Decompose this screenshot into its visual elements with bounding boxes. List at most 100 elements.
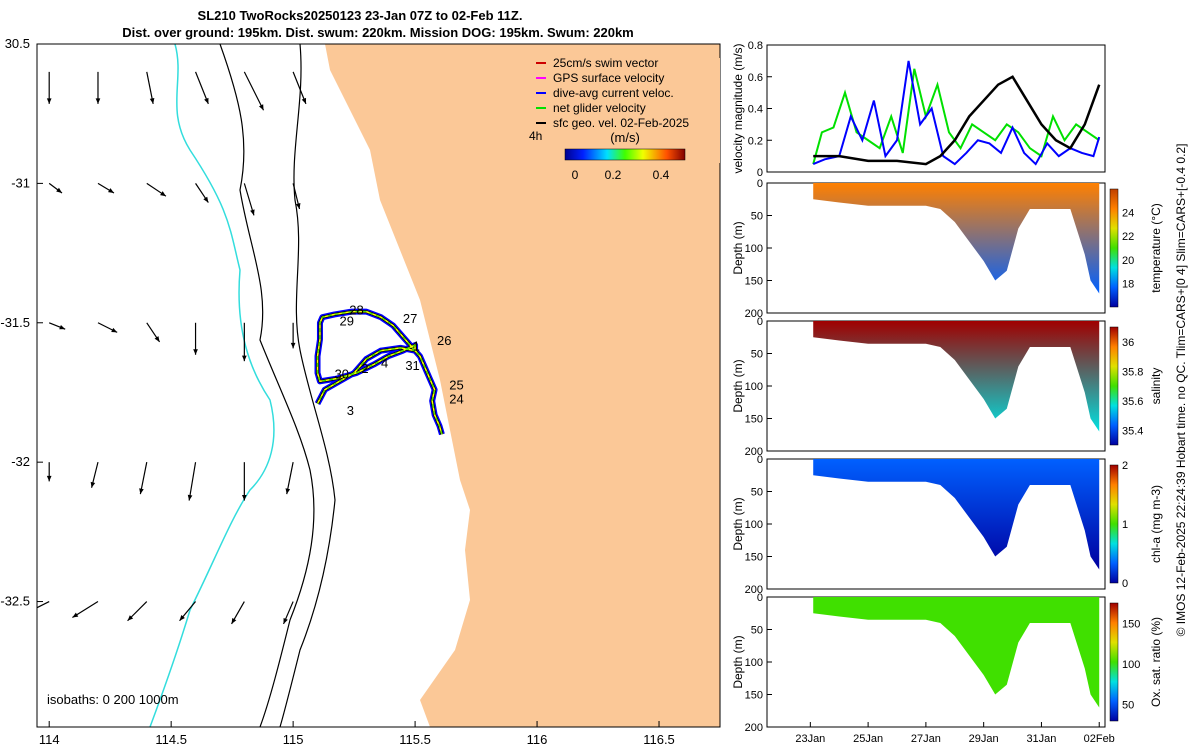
current-arrow-head <box>242 355 247 362</box>
isobath-1000 <box>279 44 336 727</box>
section-fill <box>813 597 1100 708</box>
colorbar-tick-label: 20 <box>1122 255 1134 267</box>
colorbar-tick-label: 1 <box>1122 519 1128 531</box>
map-xtick-label: 115 <box>283 732 304 747</box>
current-arrow-head <box>154 336 160 342</box>
current-arrow <box>231 601 245 625</box>
time-tick-label: 23Jan <box>795 733 825 745</box>
land-mass <box>325 44 720 727</box>
section-fill <box>813 459 1100 570</box>
day-label: 1 <box>413 339 420 354</box>
map-xtick-label: 114 <box>39 732 60 747</box>
velocity-series-line <box>813 75 1101 166</box>
current-arrow-head <box>285 488 291 495</box>
section-ytick-label: 100 <box>745 381 763 393</box>
section-ytick-label: 150 <box>745 552 763 564</box>
current-vectors <box>24 71 307 625</box>
current-arrow-head <box>108 188 114 193</box>
colorbar-label: chl-a (mg m-3) <box>1149 485 1163 563</box>
colorbar-tick-label: 0 <box>1122 578 1128 590</box>
colorbar-tick-label: 150 <box>1122 618 1140 630</box>
current-arrow <box>292 183 301 210</box>
map-ytick-label: -32 <box>11 454 30 469</box>
current-arrow-head <box>95 98 101 104</box>
colorbar-tick-label: 2 <box>1122 460 1128 472</box>
section-ylabel: Depth (m) <box>731 635 745 688</box>
current-arrow-head <box>139 488 144 495</box>
time-marker-label: 4h <box>529 129 542 143</box>
legend-entry-label: sfc geo. vel. 02-Feb-2025 <box>553 116 689 130</box>
current-arrow <box>146 71 155 104</box>
colorbar-tick-label: 0 <box>572 168 579 182</box>
current-arrow-head <box>187 494 193 501</box>
day-label: 27 <box>403 311 417 326</box>
section-ytick-label: 150 <box>745 690 763 702</box>
map-xtick-label: 116 <box>527 732 548 747</box>
colorbar-tick-label: 35.6 <box>1122 396 1143 408</box>
current-arrow <box>292 71 307 105</box>
velocity-axes-frame <box>766 44 1106 173</box>
section-ytick-label: 100 <box>745 243 763 255</box>
colorbar-tick-label: 35.4 <box>1122 425 1143 437</box>
velocity-series-line <box>812 60 1101 166</box>
current-arrow <box>46 462 52 482</box>
time-tick-label: 31Jan <box>1026 733 1056 745</box>
legend-entry-label: GPS surface velocity <box>553 71 664 85</box>
current-arrow <box>97 182 115 194</box>
colorbar-tick-label: 50 <box>1122 700 1134 712</box>
current-arrow <box>146 322 161 343</box>
colorbar-label: salinity <box>1149 368 1163 405</box>
time-axis: 23Jan 25Jan 27Jan 29Jan 31Jan 02Feb <box>795 722 1115 745</box>
map-xtick-label: 115.5 <box>399 732 431 747</box>
legend-entry-label: net glider velocity <box>553 101 646 115</box>
current-arrow <box>46 71 52 104</box>
section-colorbar <box>1109 464 1119 584</box>
section-ytick-label: 150 <box>745 276 763 288</box>
current-arrow <box>194 71 209 105</box>
map-ytick-label: -31.5 <box>0 315 30 330</box>
day-label: 3 <box>347 403 354 418</box>
current-arrow-head <box>46 475 52 482</box>
day-label: 4 <box>381 355 388 370</box>
current-arrow-head <box>127 615 134 621</box>
legend-background <box>530 58 720 163</box>
map-frame <box>36 43 721 728</box>
current-arrow <box>243 183 255 216</box>
map-ytick-label: -32.5 <box>0 594 30 609</box>
legend-entry-label: dive-avg current veloc. <box>553 86 674 100</box>
day-label: 30 <box>335 367 349 382</box>
speed-colorbar <box>564 148 686 161</box>
section-ylabel: Depth (m) <box>731 359 745 412</box>
current-arrow-head <box>24 610 30 615</box>
current-arrow <box>48 182 63 194</box>
section-ytick-label: 200 <box>745 584 763 596</box>
current-arrow-head <box>179 615 185 621</box>
velocity-ytick-label: 0.6 <box>748 72 763 84</box>
current-arrow-shaft <box>194 71 209 105</box>
current-arrow <box>139 462 148 495</box>
section-ytick-label: 150 <box>745 414 763 426</box>
section-panel-salinity: 0 50 100 150 200 Depth (m) 35.4 35.6 35.8 36 salin… <box>731 316 1163 458</box>
colorbar-tick-label: 22 <box>1122 231 1134 243</box>
current-arrow <box>48 322 66 330</box>
map-ytick-label: -31 <box>11 175 30 190</box>
current-arrow <box>146 182 167 197</box>
section-panel-oxygen_saturation: 0 50 100 150 200 Depth (m) 50 100 150 Ox. sat. ra… <box>731 592 1163 734</box>
isobath-200 <box>219 44 315 727</box>
map-xtick-label: 114.5 <box>155 732 187 747</box>
current-arrow-head <box>250 209 255 216</box>
map-axes: 114 114.5 115 115.5 116 116.5 30.5 -31 -31.5 -32 -… <box>0 36 674 747</box>
colorbar-tick-label: 0.4 <box>653 168 670 182</box>
current-arrow-head <box>258 104 264 111</box>
section-ytick-label: 0 <box>757 316 763 328</box>
current-arrow-head <box>59 324 66 330</box>
current-arrow-shaft <box>188 462 197 501</box>
section-fill <box>813 321 1100 432</box>
current-arrow-head <box>149 98 155 104</box>
current-arrow-head <box>46 98 52 104</box>
section-ytick-label: 50 <box>751 625 763 637</box>
day-label: 24 <box>449 392 463 407</box>
